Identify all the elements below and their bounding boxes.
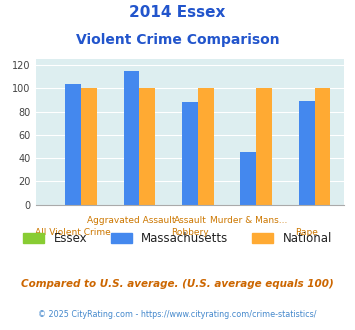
Bar xyxy=(240,152,256,205)
Bar xyxy=(198,88,214,205)
Text: All Violent Crime: All Violent Crime xyxy=(35,228,111,237)
Bar xyxy=(81,88,97,205)
Text: 2014 Essex: 2014 Essex xyxy=(129,5,226,20)
Bar xyxy=(65,84,81,205)
Bar xyxy=(140,88,155,205)
Text: © 2025 CityRating.com - https://www.cityrating.com/crime-statistics/: © 2025 CityRating.com - https://www.city… xyxy=(38,310,317,319)
Bar xyxy=(182,102,198,205)
Legend: Essex, Massachusetts, National: Essex, Massachusetts, National xyxy=(18,227,337,250)
Bar xyxy=(299,101,315,205)
Text: Compared to U.S. average. (U.S. average equals 100): Compared to U.S. average. (U.S. average … xyxy=(21,279,334,289)
Text: Robbery: Robbery xyxy=(171,228,209,237)
Text: Murder & Mans...: Murder & Mans... xyxy=(209,216,287,225)
Bar xyxy=(256,88,272,205)
Text: Violent Crime Comparison: Violent Crime Comparison xyxy=(76,33,279,47)
Bar xyxy=(124,71,140,205)
Bar xyxy=(315,88,330,205)
Text: Assault: Assault xyxy=(174,216,206,225)
Text: Rape: Rape xyxy=(295,228,318,237)
Text: Aggravated Assault: Aggravated Assault xyxy=(87,216,176,225)
